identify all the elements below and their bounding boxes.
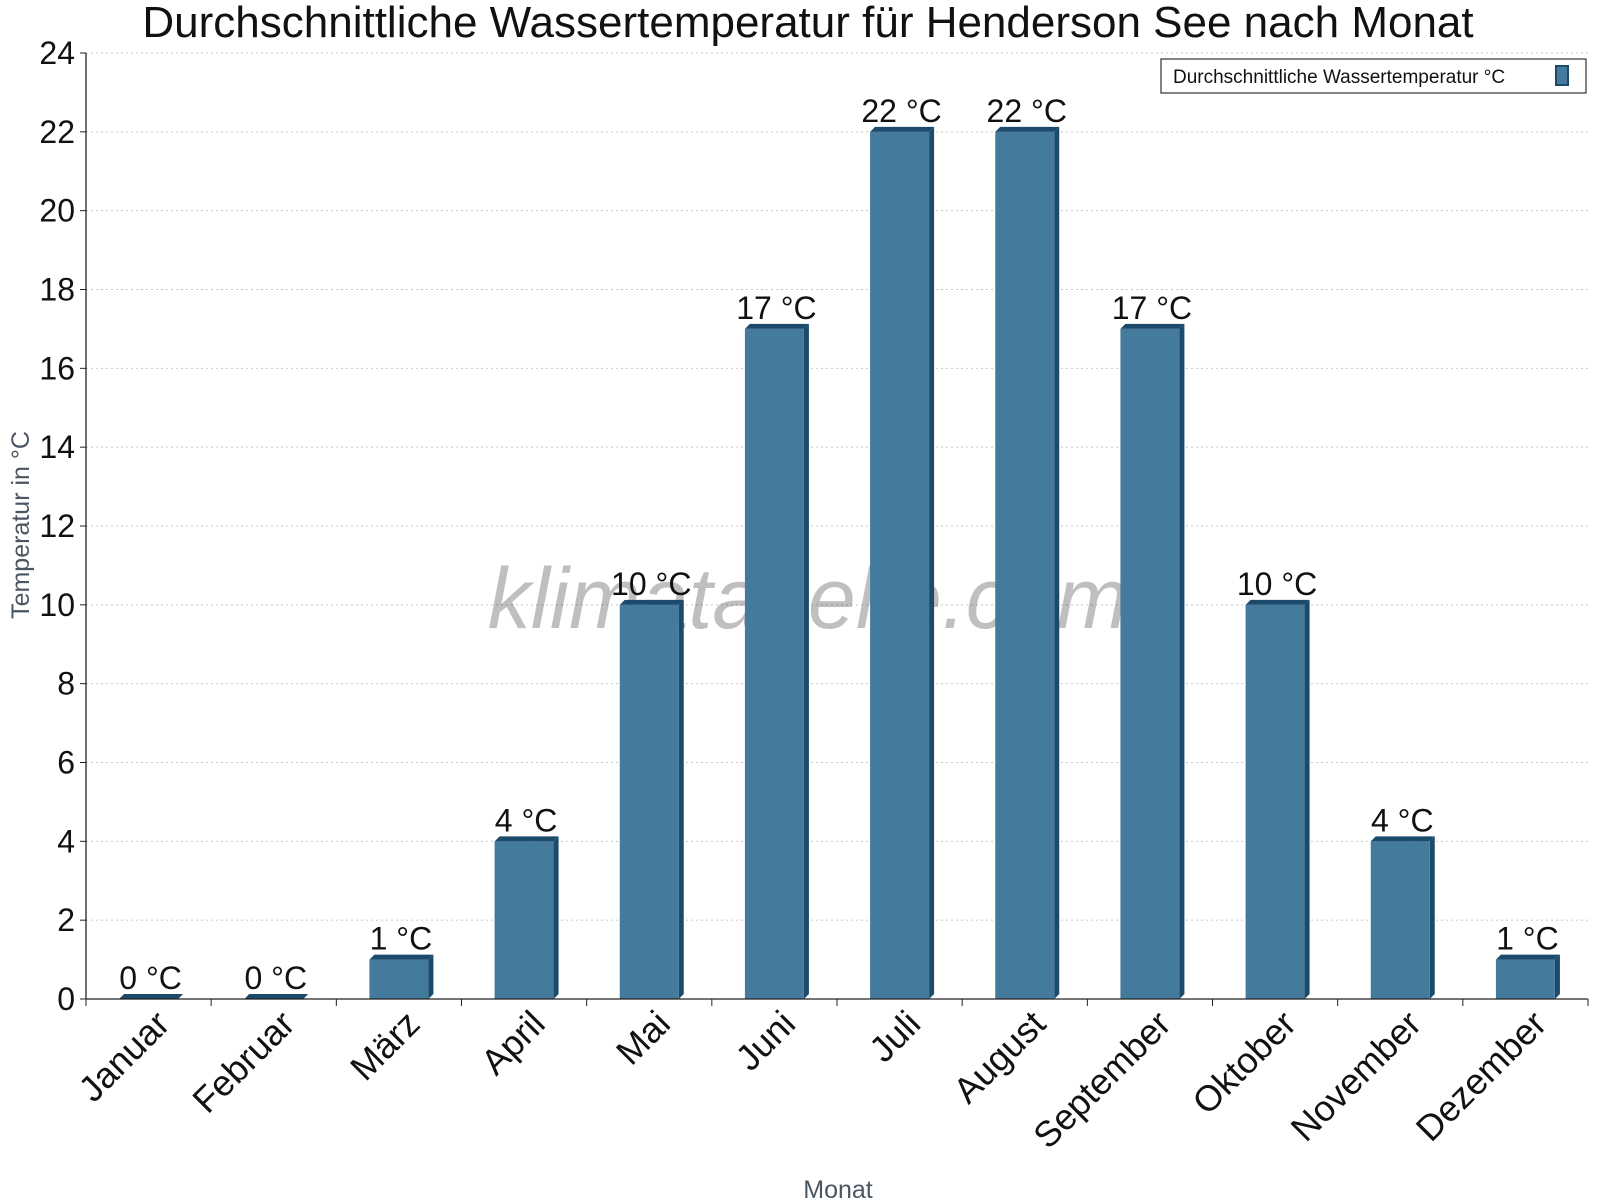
x-tick-label: Juli	[861, 1003, 928, 1070]
bar-top	[369, 954, 434, 960]
x-tick-label: Dezember	[1408, 1003, 1554, 1149]
x-tick-label: August	[945, 1003, 1053, 1111]
data-label: 4 °C	[495, 802, 558, 838]
bar-front	[1245, 604, 1305, 999]
bar-front	[619, 604, 679, 999]
y-tick-label: 2	[57, 902, 75, 938]
bar-side	[929, 126, 935, 1000]
x-tick-label: November	[1282, 1003, 1428, 1149]
bar-side	[803, 323, 809, 1000]
data-label: 17 °C	[1112, 290, 1192, 326]
x-tick-label: Februar	[184, 1003, 302, 1121]
bars	[119, 126, 1560, 1000]
bar-front	[744, 328, 804, 1000]
bar-side	[1179, 323, 1185, 1000]
bar-side	[428, 954, 434, 999]
data-label: 4 °C	[1371, 802, 1434, 838]
y-tick-label: 22	[39, 114, 75, 150]
bar	[1370, 836, 1435, 999]
bar-front	[1120, 328, 1180, 1000]
y-tick-label: 6	[57, 745, 75, 781]
y-tick-label: 14	[39, 429, 75, 465]
bar	[1495, 954, 1560, 999]
y-tick-label: 12	[39, 508, 75, 544]
bar	[870, 126, 935, 1000]
gridlines	[86, 52, 1588, 921]
bar-top	[494, 836, 559, 842]
legend-box	[1160, 58, 1587, 94]
x-tick-label: September	[1025, 1003, 1179, 1157]
bar-side	[1054, 126, 1060, 1000]
bar-side	[1304, 599, 1310, 999]
x-tick-label: Januar	[70, 1003, 177, 1110]
data-label: 22 °C	[987, 93, 1067, 129]
y-tick-label: 4	[57, 823, 75, 859]
bar	[369, 954, 434, 999]
bar-front	[1370, 841, 1430, 999]
bar-top	[1495, 954, 1560, 960]
bar-front	[369, 959, 429, 999]
data-label: 10 °C	[611, 566, 691, 602]
legend-swatch	[1555, 65, 1569, 86]
bar	[619, 599, 684, 999]
bar	[1245, 599, 1310, 999]
data-label: 10 °C	[1237, 566, 1317, 602]
bar	[1120, 323, 1185, 1000]
legend-label: Durchschnittliche Wassertemperatur °C	[1173, 67, 1505, 88]
bar-top	[870, 126, 935, 132]
bar	[119, 994, 184, 999]
data-labels: 0 °C 0 °C 1 °C 4 °C 10 °C 17 °C 22 °C 22 °C 17 °…	[119, 93, 1558, 996]
bar-top	[1245, 599, 1310, 605]
bar-side	[1554, 954, 1560, 999]
data-label: 1 °C	[1496, 921, 1559, 957]
y-tick-label: 18	[39, 272, 75, 308]
data-label: 17 °C	[736, 290, 816, 326]
bar-top	[619, 599, 684, 605]
bar	[744, 323, 809, 1000]
bar-top	[1120, 323, 1185, 329]
data-label: 0 °C	[244, 960, 307, 996]
x-tick-label: Oktober	[1184, 1003, 1304, 1123]
x-tick-label: Mai	[608, 1003, 678, 1073]
bar-side	[1429, 836, 1435, 999]
legend: Durchschnittliche Wassertemperatur °C	[1160, 58, 1587, 94]
bar-front	[494, 841, 554, 999]
x-ticks: Januar Februar März April Mai Juni Juli AugustS…	[70, 999, 1589, 1157]
x-tick-label: April	[473, 1003, 553, 1083]
bar-side	[553, 836, 559, 999]
bar-top	[995, 126, 1060, 132]
data-label: 1 °C	[370, 921, 433, 957]
chart-title: Durchschnittliche Wassertemperatur für H…	[142, 0, 1473, 47]
y-tick-label: 8	[57, 666, 75, 702]
bar-top	[744, 323, 809, 329]
bar-front	[870, 131, 930, 1000]
y-tick-label: 24	[39, 35, 75, 71]
y-tick-label: 16	[39, 350, 75, 386]
y-tick-label: 0	[57, 981, 75, 1017]
data-label: 0 °C	[119, 960, 182, 996]
bar-front	[1495, 959, 1555, 999]
x-tick-label: März	[342, 1003, 428, 1089]
data-label: 22 °C	[861, 93, 941, 129]
bar-top	[244, 994, 309, 999]
x-tick-label: Juni	[727, 1003, 803, 1079]
bar-top	[119, 994, 184, 999]
bar	[244, 994, 309, 999]
y-tick-label: 10	[39, 587, 75, 623]
y-axis-label: Temperatur in °C	[7, 431, 35, 619]
bar	[494, 836, 559, 999]
x-axis-label: Monat	[803, 1176, 873, 1200]
y-tick-label: 20	[39, 193, 75, 229]
bar-front	[995, 131, 1055, 1000]
bar	[995, 126, 1060, 1000]
bar-top	[1370, 836, 1435, 842]
bar-side	[678, 599, 684, 999]
